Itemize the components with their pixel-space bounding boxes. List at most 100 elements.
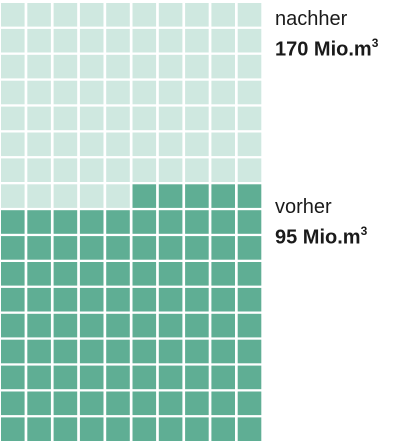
waffle-cell-before (185, 210, 209, 234)
waffle-cell-before (132, 313, 157, 338)
waffle-cell-after (53, 80, 78, 105)
waffle-cell-before (79, 236, 104, 260)
waffle-cell-after (185, 3, 209, 27)
waffle-cell-before (211, 210, 235, 234)
waffle-cell-before (1, 339, 25, 364)
waffle-cell-before (106, 365, 130, 390)
waffle-cell-before (79, 391, 104, 416)
waffle-cell-before (132, 339, 157, 364)
waffle-chart (1, 3, 262, 441)
waffle-cell-before (211, 262, 235, 286)
label-after-superscript: 3 (371, 36, 379, 50)
waffle-cell-before (79, 262, 104, 286)
waffle-cell-before (27, 313, 51, 338)
waffle-cell-after (53, 28, 78, 53)
waffle-cell-before (211, 313, 235, 338)
waffle-cell-before (237, 210, 262, 234)
waffle-cell-after (211, 28, 235, 53)
waffle-cell-after (237, 132, 262, 157)
waffle-cell-after (79, 158, 104, 182)
waffle-cell-before (158, 365, 183, 390)
waffle-cell-after (106, 158, 130, 182)
waffle-cell-before (158, 339, 183, 364)
waffle-cell-before (211, 391, 235, 416)
waffle-cell-after (132, 132, 157, 157)
waffle-cell-after (27, 158, 51, 182)
waffle-cell-before (79, 339, 104, 364)
waffle-cell-after (106, 106, 130, 131)
waffle-cell-before (132, 184, 157, 208)
waffle-cell-before (237, 339, 262, 364)
waffle-cell-after (211, 132, 235, 157)
waffle-cell-before (237, 262, 262, 286)
waffle-cell-before (27, 262, 51, 286)
waffle-cell-before (106, 339, 130, 364)
waffle-cell-before (53, 313, 78, 338)
waffle-cell-after (158, 54, 183, 79)
waffle-cell-before (53, 210, 78, 234)
waffle-cell-after (185, 106, 209, 131)
label-before: vorher 95 Mio.m3 (275, 195, 367, 251)
waffle-cell-before (211, 339, 235, 364)
waffle-cell-before (1, 391, 25, 416)
waffle-cell-after (158, 132, 183, 157)
waffle-cell-before (132, 391, 157, 416)
waffle-cell-before (237, 287, 262, 312)
waffle-cell-after (185, 132, 209, 157)
waffle-cell-before (79, 287, 104, 312)
waffle-cell-before (211, 417, 235, 441)
waffle-cell-after (132, 28, 157, 53)
waffle-cell-after (106, 54, 130, 79)
waffle-cell-after (1, 132, 25, 157)
waffle-cell-before (1, 236, 25, 260)
waffle-cell-after (158, 158, 183, 182)
label-before-value-text: 95 Mio.m (275, 226, 361, 249)
waffle-cell-before (53, 339, 78, 364)
waffle-cell-after (185, 28, 209, 53)
waffle-cell-before (132, 236, 157, 260)
waffle-cell-before (158, 184, 183, 208)
waffle-cell-before (132, 262, 157, 286)
waffle-cell-before (1, 210, 25, 234)
waffle-cell-before (132, 365, 157, 390)
waffle-cell-before (237, 417, 262, 441)
waffle-cell-after (237, 80, 262, 105)
waffle-cell-before (158, 391, 183, 416)
waffle-cell-before (27, 391, 51, 416)
waffle-cell-after (132, 80, 157, 105)
waffle-cell-after (106, 28, 130, 53)
waffle-cell-before (237, 391, 262, 416)
waffle-cell-before (106, 262, 130, 286)
waffle-cell-after (27, 106, 51, 131)
waffle-cell-after (237, 54, 262, 79)
waffle-cell-before (185, 339, 209, 364)
waffle-cell-after (237, 106, 262, 131)
waffle-cell-after (1, 184, 25, 208)
waffle-cell-before (237, 365, 262, 390)
label-after-value: 170 Mio.m3 (275, 31, 378, 63)
waffle-cell-after (79, 132, 104, 157)
waffle-cell-after (27, 132, 51, 157)
waffle-cell-after (237, 28, 262, 53)
waffle-cell-after (211, 80, 235, 105)
waffle-cell-after (158, 3, 183, 27)
waffle-cell-before (106, 313, 130, 338)
waffle-cell-before (158, 210, 183, 234)
waffle-cell-after (1, 158, 25, 182)
waffle-cell-before (27, 339, 51, 364)
label-before-value: 95 Mio.m3 (275, 219, 367, 251)
waffle-cell-before (185, 365, 209, 390)
waffle-cell-before (79, 365, 104, 390)
waffle-cell-before (132, 287, 157, 312)
waffle-cell-after (132, 106, 157, 131)
waffle-cell-after (79, 54, 104, 79)
waffle-cell-after (158, 106, 183, 131)
label-after-name: nachher (275, 8, 348, 30)
label-after-value-text: 170 Mio.m (275, 38, 372, 61)
waffle-cell-before (27, 365, 51, 390)
waffle-cell-before (211, 236, 235, 260)
waffle-cell-before (106, 417, 130, 441)
waffle-cell-after (1, 3, 25, 27)
waffle-cell-after (79, 3, 104, 27)
waffle-cell-after (185, 54, 209, 79)
